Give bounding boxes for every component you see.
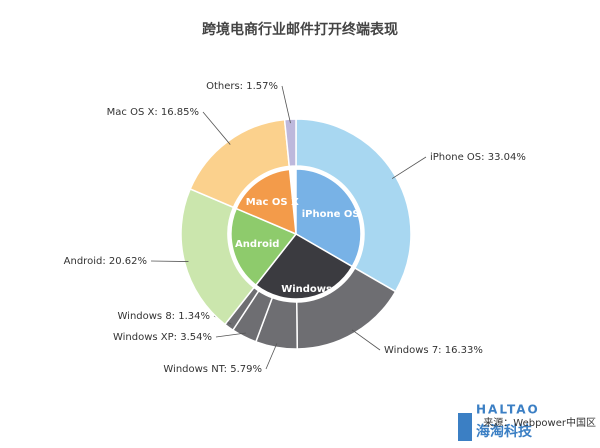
leader-line (351, 329, 381, 351)
inner-slice (235, 168, 297, 236)
leader-line (215, 332, 246, 338)
leader-line (265, 343, 278, 370)
inner-label: Mac OS X (246, 197, 299, 208)
brand-en: HALTAO (476, 403, 540, 417)
leader-line (281, 85, 291, 124)
inner-label: iPhone OS (302, 209, 360, 220)
slice-label: Windows 8: 1.34% (118, 311, 211, 322)
slice-label: iPhone OS: 33.04% (430, 152, 526, 163)
inner-slice (295, 168, 362, 268)
inner-slice (254, 233, 354, 300)
outer-slice (283, 118, 297, 168)
logo-mark (458, 413, 472, 441)
slice-label: Android: 20.62% (64, 256, 147, 267)
slice-label: Mac OS X: 16.85% (107, 107, 199, 118)
leader-line (391, 156, 427, 179)
slice-label: Windows 7: 16.33% (384, 345, 483, 356)
brand-cn: 海淘科技 (476, 423, 533, 440)
source: 来源：Webpower中国区 (483, 416, 596, 429)
chart-title: 跨境电商行业邮件打开终端表现 (202, 21, 398, 38)
slice-label: Windows NT: 5.79% (163, 364, 262, 375)
inner-label: Android (235, 239, 279, 250)
leader-line (150, 260, 189, 262)
outer-slice (295, 118, 412, 293)
slice-label: Windows XP: 3.54% (113, 332, 212, 343)
leader-line (202, 111, 231, 145)
inner-label: Windows (281, 284, 332, 295)
slice-label: Others: 1.57% (206, 81, 278, 92)
